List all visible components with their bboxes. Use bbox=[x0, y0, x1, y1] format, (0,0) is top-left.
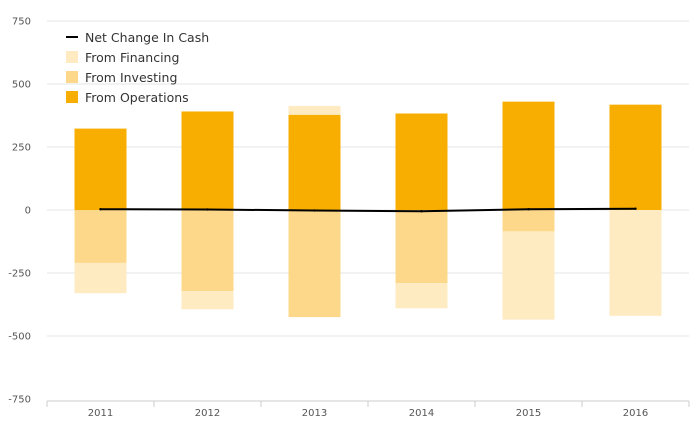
y-tick-label: -750 bbox=[8, 395, 31, 406]
y-tick-label: -500 bbox=[8, 332, 31, 343]
legend-line-icon bbox=[66, 36, 78, 38]
bar-from-financing-2013[interactable] bbox=[288, 105, 341, 115]
bar-from-investing-2012[interactable] bbox=[181, 210, 234, 292]
bar-from-financing-2016[interactable] bbox=[609, 210, 662, 316]
net-change-point-2012[interactable] bbox=[206, 208, 209, 211]
legend-item-investing[interactable]: From Investing bbox=[66, 67, 209, 87]
net-change-line[interactable] bbox=[100, 207, 636, 213]
legend-item-financing[interactable]: From Financing bbox=[66, 47, 209, 67]
x-tick-label: 2013 bbox=[302, 408, 327, 419]
bar-from-financing-2012[interactable] bbox=[181, 291, 234, 310]
bar-from-operations-2013[interactable] bbox=[288, 114, 341, 210]
legend-swatch-icon bbox=[66, 51, 78, 63]
axis-layer: 750 500 250 0 -250 -500 -750 2011 2012 2013 2014 20… bbox=[8, 17, 690, 419]
net-change-point-2011[interactable] bbox=[99, 208, 102, 211]
y-tick-label: 750 bbox=[12, 17, 31, 28]
y-tick-label: 250 bbox=[12, 143, 31, 154]
bar-from-investing-2013[interactable] bbox=[288, 210, 341, 318]
legend-swatch-icon bbox=[66, 91, 78, 103]
legend-item-operations[interactable]: From Operations bbox=[66, 87, 209, 107]
bar-from-investing-2015[interactable] bbox=[502, 210, 555, 232]
y-tick-label: 0 bbox=[25, 206, 31, 217]
y-tick-label: 500 bbox=[12, 80, 31, 91]
x-tick-label: 2011 bbox=[88, 408, 113, 419]
bar-from-operations-2011[interactable] bbox=[74, 128, 127, 210]
bar-from-operations-2014[interactable] bbox=[395, 113, 448, 210]
bar-from-investing-2011[interactable] bbox=[74, 210, 127, 263]
net-change-point-2016[interactable] bbox=[634, 207, 637, 210]
bar-from-operations-2012[interactable] bbox=[181, 111, 234, 210]
net-change-point-2013[interactable] bbox=[313, 209, 316, 212]
net-change-point-2015[interactable] bbox=[527, 208, 530, 211]
bar-from-operations-2016[interactable] bbox=[609, 104, 662, 210]
legend-label: From Operations bbox=[85, 89, 189, 105]
legend-item-net-change[interactable]: Net Change In Cash bbox=[66, 27, 209, 47]
y-tick-label: -250 bbox=[8, 269, 31, 280]
net-change-point-2014[interactable] bbox=[420, 210, 423, 213]
legend: Net Change In Cash From Financing From I… bbox=[66, 27, 209, 107]
x-tick-label: 2015 bbox=[516, 408, 541, 419]
x-tick-label: 2014 bbox=[409, 408, 434, 419]
bar-from-financing-2011[interactable] bbox=[74, 262, 127, 294]
legend-label: Net Change In Cash bbox=[85, 29, 210, 45]
line-layer bbox=[99, 207, 637, 213]
legend-label: From Investing bbox=[85, 69, 178, 85]
bar-from-financing-2014[interactable] bbox=[395, 283, 448, 309]
legend-swatch-icon bbox=[66, 71, 78, 83]
legend-label: From Financing bbox=[85, 49, 180, 65]
bar-layer bbox=[74, 101, 662, 320]
bar-from-investing-2014[interactable] bbox=[395, 210, 448, 284]
bar-from-financing-2015[interactable] bbox=[502, 231, 555, 320]
x-tick-label: 2012 bbox=[195, 408, 220, 419]
x-tick-label: 2016 bbox=[623, 408, 648, 419]
bar-from-operations-2015[interactable] bbox=[502, 101, 555, 210]
